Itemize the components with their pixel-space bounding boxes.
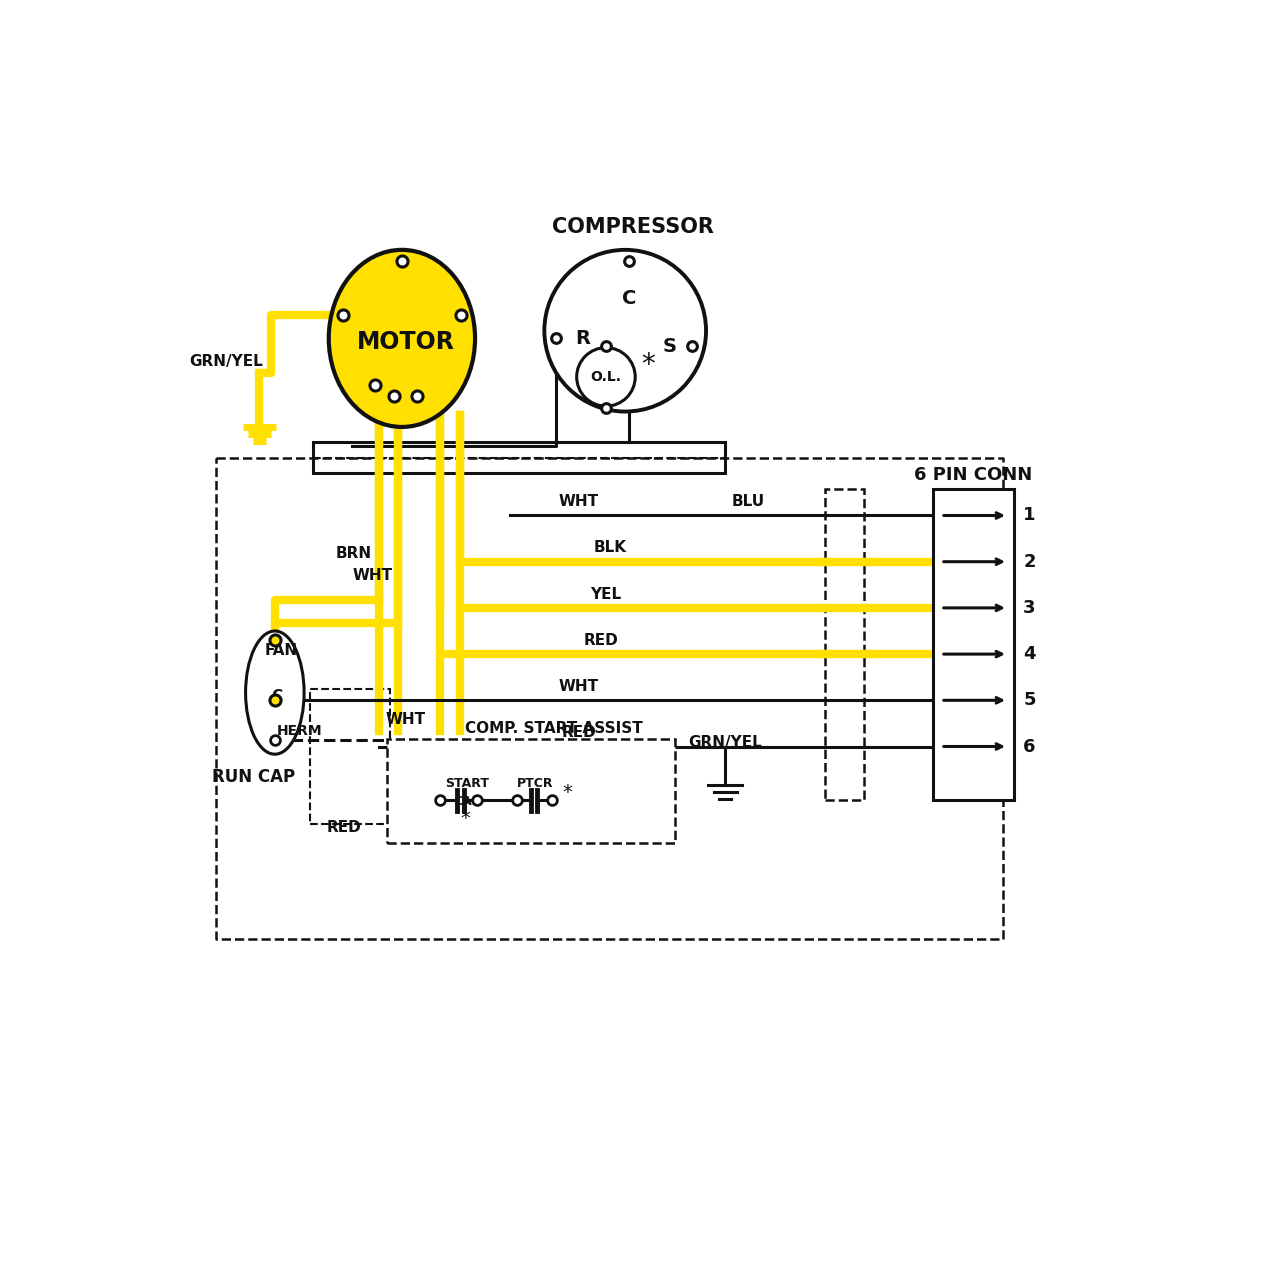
Text: RED: RED [326, 820, 361, 835]
Text: *: * [641, 351, 655, 379]
Text: BRN: BRN [337, 547, 372, 562]
Text: GRN/YEL: GRN/YEL [689, 735, 762, 750]
Text: 1: 1 [1023, 507, 1036, 525]
Text: S: S [663, 337, 677, 356]
Ellipse shape [246, 631, 305, 754]
Text: START: START [445, 777, 489, 790]
Text: C: C [622, 289, 636, 308]
Text: 6 PIN CONN: 6 PIN CONN [914, 466, 1033, 484]
Text: GRN/YEL: GRN/YEL [189, 355, 264, 369]
Text: 4: 4 [1023, 645, 1036, 663]
Bar [933, 489, 1014, 800]
Text: *: * [562, 783, 572, 803]
Text: FAN: FAN [265, 643, 297, 658]
Bar [314, 443, 726, 474]
Text: RED: RED [562, 726, 596, 740]
Text: WHT: WHT [559, 494, 599, 509]
Text: PTCR: PTCR [517, 777, 553, 790]
Text: COMP. START ASSIST: COMP. START ASSIST [465, 721, 643, 736]
Text: YEL: YEL [590, 586, 622, 602]
Bar [387, 739, 676, 842]
Circle shape [577, 348, 635, 406]
Text: WHT: WHT [559, 678, 599, 694]
Text: WHT: WHT [352, 568, 393, 584]
Bar [310, 689, 390, 823]
Text: MOTOR: MOTOR [357, 330, 454, 355]
Circle shape [544, 250, 707, 412]
Text: RUN CAP: RUN CAP [211, 768, 294, 786]
Text: BLK: BLK [594, 540, 626, 556]
Text: O.L.: O.L. [590, 370, 622, 384]
Text: 3: 3 [1023, 599, 1036, 617]
Text: 6: 6 [1023, 737, 1036, 755]
Text: HERM: HERM [278, 724, 323, 739]
Ellipse shape [329, 250, 475, 428]
Text: C: C [271, 689, 283, 704]
Text: *: * [461, 809, 471, 828]
Text: RED: RED [584, 632, 618, 648]
Text: 2: 2 [1023, 553, 1036, 571]
Text: R: R [575, 329, 590, 348]
Text: 5: 5 [1023, 691, 1036, 709]
Text: COMPRESSOR: COMPRESSOR [552, 216, 714, 237]
Bar [826, 489, 864, 800]
Text: BLU: BLU [732, 494, 765, 509]
Text: WHT: WHT [385, 712, 426, 727]
Text: CAP: CAP [453, 795, 481, 809]
